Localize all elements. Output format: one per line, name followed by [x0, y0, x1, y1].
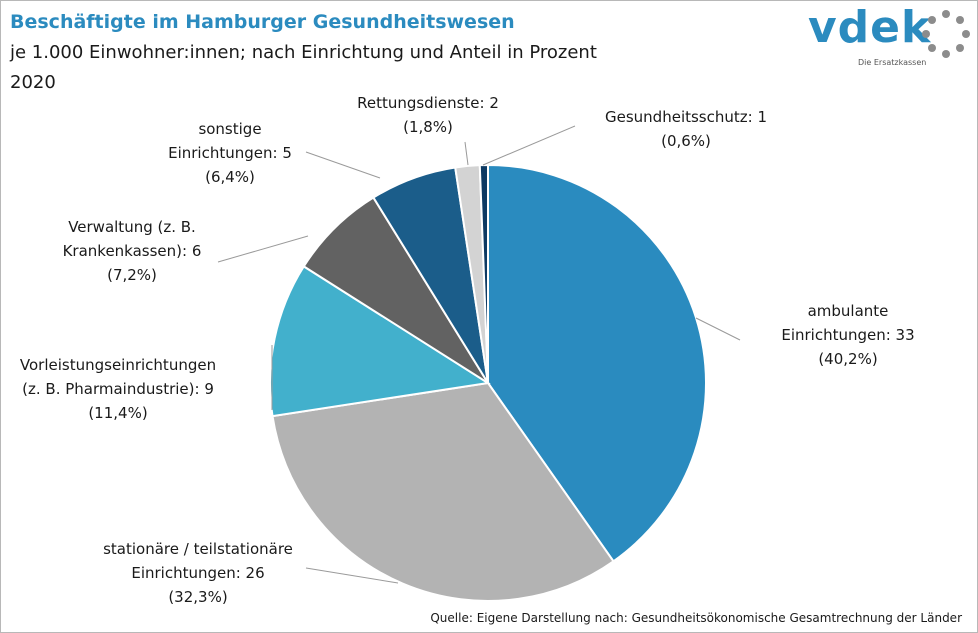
slice-label-1-line-2: Einrichtungen: 33 [781, 326, 914, 344]
slice-label-3-line-2: (z. B. Pharmaindustrie): 9 [22, 380, 214, 398]
slice-label-2-line-1: stationäre / teilstationäre [103, 540, 293, 558]
slice-label-3: Vorleistungseinrichtungen (z. B. Pharmain… [20, 356, 216, 422]
slice-label-6-line-1: Rettungsdienste: 2 [357, 94, 499, 112]
slice-labels: ambulante Einrichtungen: 33 (40,2%) station… [20, 94, 915, 606]
slice-label-1: ambulante Einrichtungen: 33 (40,2%) [781, 302, 914, 368]
leader-lines [217, 125, 741, 584]
slice-label-4-line-3: (7,2%) [107, 266, 157, 284]
slice-label-2-line-3: (32,3%) [168, 588, 227, 606]
slice-label-5: sonstige Einrichtungen: 5 (6,4%) [168, 120, 292, 186]
chart-subtitle: je 1.000 Einwohner:innen; nach Einrichtu… [10, 42, 597, 63]
slice-label-1-line-1: ambulante [808, 302, 889, 320]
leader-line-6 [464, 141, 469, 166]
leader-line-5 [305, 151, 381, 179]
pie-slice-2 [271, 381, 615, 602]
slice-label-4-line-1: Verwaltung (z. B. [68, 218, 196, 236]
source-note: Quelle: Eigene Darstellung nach: Gesundh… [430, 611, 962, 625]
leader-line-7 [482, 125, 576, 166]
slice-label-3-line-1: Vorleistungseinrichtungen [20, 356, 216, 374]
slice-label-5-line-1: sonstige [198, 120, 261, 138]
leader-line-1 [695, 317, 741, 341]
slice-label-4: Verwaltung (z. B. Krankenkassen): 6 (7,2%) [63, 218, 202, 284]
slice-label-6-line-2: (1,8%) [403, 118, 453, 136]
pie-slice-4 [302, 196, 489, 384]
vdek-logo: vdek Die Ersatzkassen [808, 2, 972, 72]
slice-label-2-line-2: Einrichtungen: 26 [131, 564, 264, 582]
slice-label-2: stationäre / teilstationäre Einrichtungen… [103, 540, 293, 606]
slice-label-5-line-3: (6,4%) [205, 168, 255, 186]
slice-label-4-line-2: Krankenkassen): 6 [63, 242, 202, 260]
pie-slices [269, 163, 707, 602]
pie-slice-1 [487, 163, 707, 563]
slice-label-7-line-2: (0,6%) [661, 132, 711, 150]
logo-wordmark: vdek [808, 2, 932, 53]
slice-label-5-line-2: Einrichtungen: 5 [168, 144, 292, 162]
slice-label-1-line-3: (40,2%) [818, 350, 877, 368]
leader-line-2 [305, 567, 399, 584]
pie-slice-3 [269, 264, 491, 418]
slice-label-6: Rettungsdienste: 2 (1,8%) [357, 94, 499, 136]
slice-label-7: Gesundheitsschutz: 1 (0,6%) [605, 108, 767, 150]
logo-tagline: Die Ersatzkassen [858, 58, 927, 67]
slice-label-3-line-3: (11,4%) [88, 404, 147, 422]
logo-ring-icon [922, 10, 970, 58]
chart-year: 2020 [10, 72, 56, 93]
leader-line-4 [217, 235, 309, 263]
slice-label-7-line-1: Gesundheitsschutz: 1 [605, 108, 767, 126]
chart-title: Beschäftigte im Hamburger Gesundheitswes… [10, 11, 515, 33]
